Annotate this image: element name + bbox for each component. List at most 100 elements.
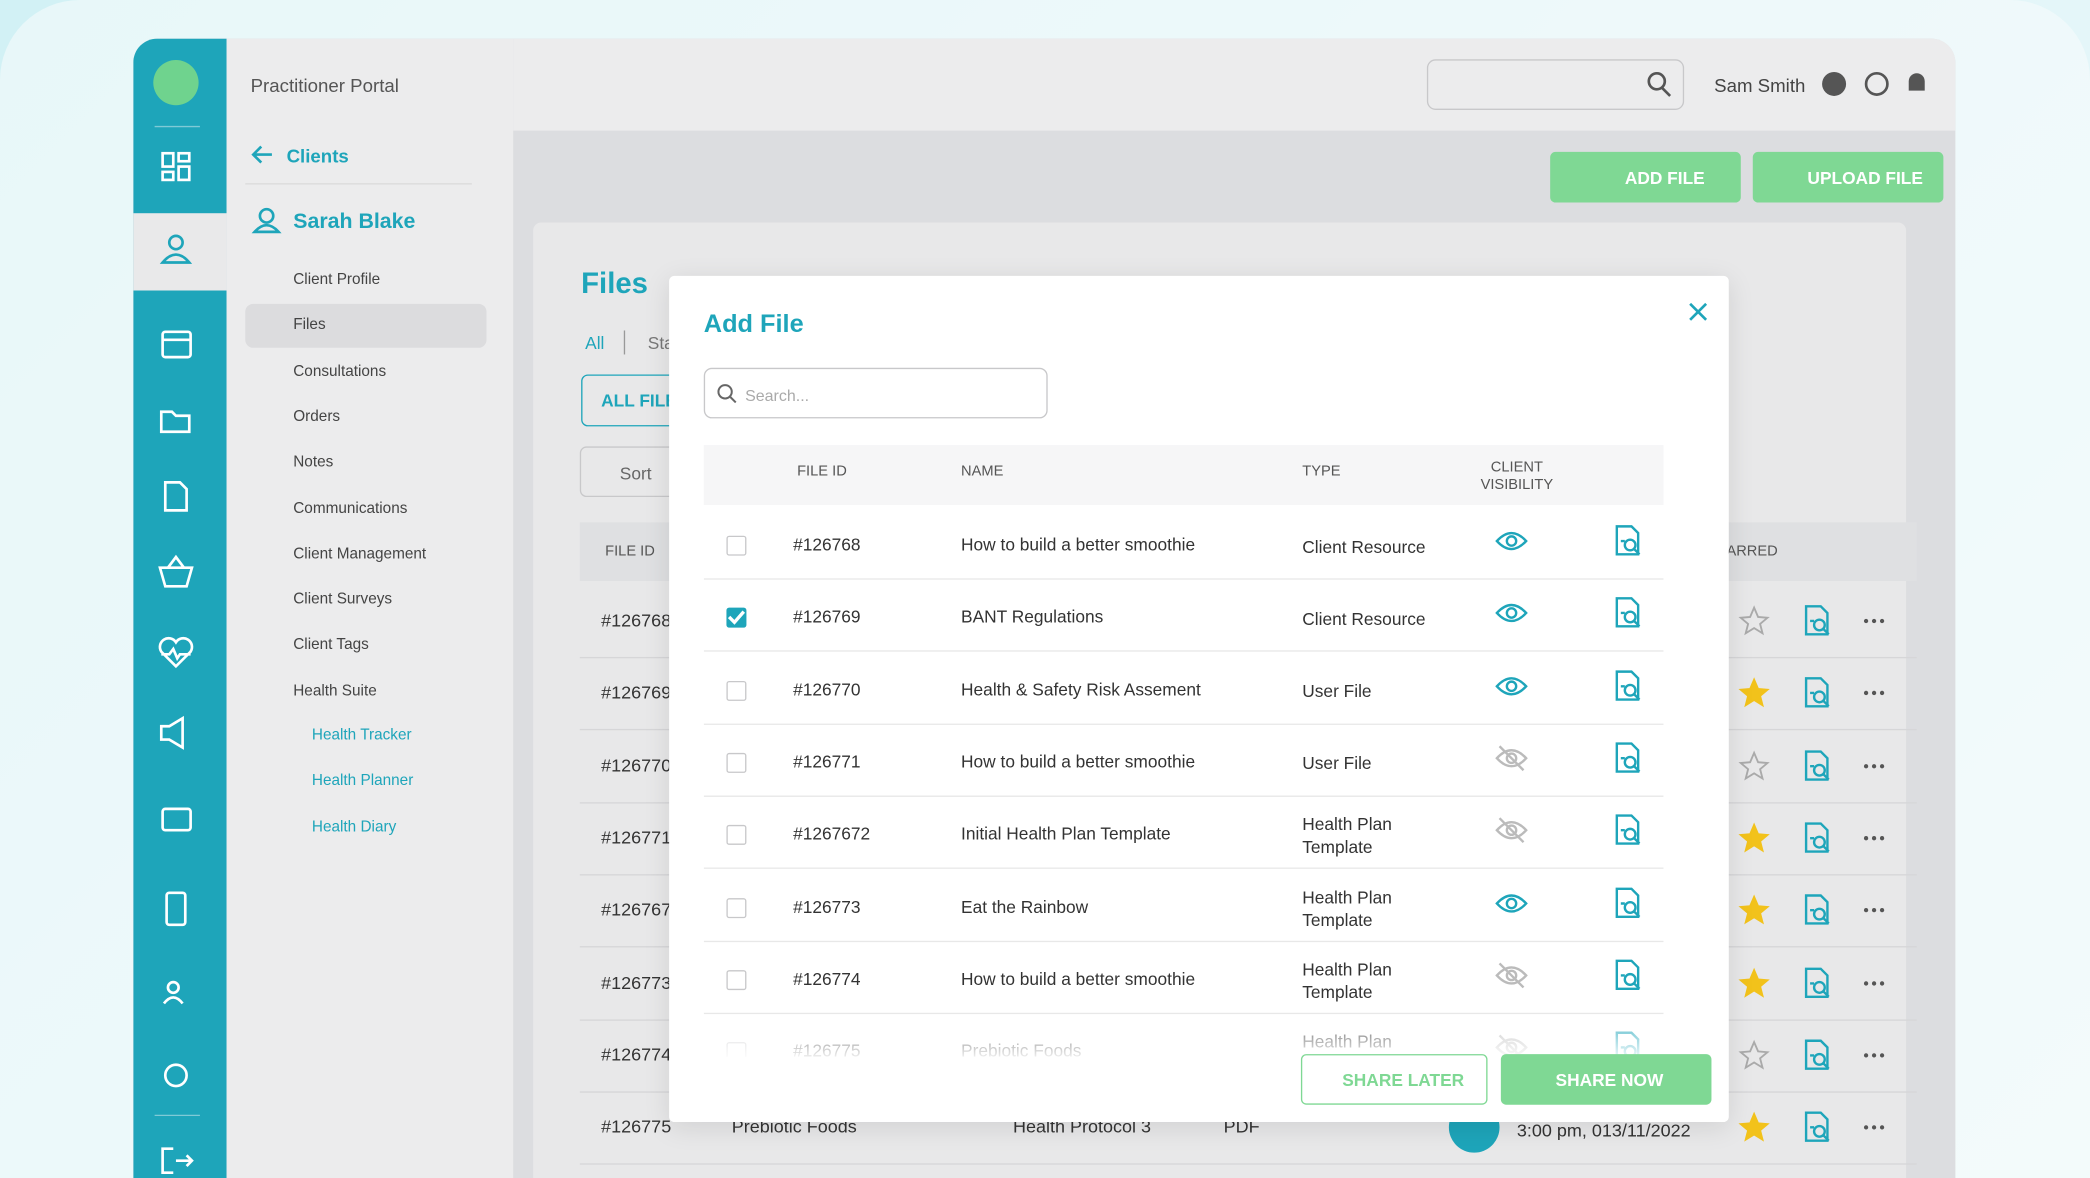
star-filled[interactable] — [1735, 1109, 1772, 1146]
hidden-icon[interactable] — [1493, 812, 1530, 849]
col-header: NAME — [961, 463, 1004, 480]
preview-icon[interactable] — [1799, 892, 1836, 929]
logo-circle — [153, 59, 199, 106]
star-filled[interactable] — [1735, 819, 1772, 856]
settings-icon — [163, 1063, 188, 1088]
more-dots[interactable] — [1855, 602, 1892, 639]
preview-icon[interactable] — [1799, 602, 1836, 639]
more-dots[interactable] — [1855, 1036, 1892, 1073]
search-input[interactable]: Search... — [703, 367, 1048, 419]
visible-icon[interactable] — [1493, 667, 1530, 704]
user-name: Sam Smith — [1714, 74, 1806, 96]
row-divider — [703, 795, 1664, 797]
checkbox[interactable] — [726, 969, 747, 990]
file-id: #126768 — [601, 610, 672, 631]
more-dots[interactable] — [1855, 819, 1892, 856]
preview-icon[interactable] — [1799, 1036, 1836, 1073]
file-type: Client Resource — [1302, 608, 1426, 629]
hidden-icon[interactable] — [1493, 739, 1530, 776]
add-file-button[interactable]: ADD FILE — [1550, 151, 1741, 203]
col-header: CLIENT VISIBILITY — [1480, 459, 1554, 494]
row-divider — [703, 867, 1664, 870]
header-search[interactable] — [1426, 59, 1685, 110]
star-filled[interactable] — [1735, 675, 1772, 712]
menu-item[interactable]: Client Surveys — [293, 591, 393, 608]
preview-icon[interactable] — [1799, 819, 1836, 856]
checkbox[interactable] — [726, 680, 747, 701]
star-empty[interactable] — [1735, 1036, 1772, 1073]
file-id: #126774 — [601, 1044, 672, 1065]
checkbox[interactable] — [726, 825, 747, 846]
menu-item[interactable]: Consultations — [293, 363, 387, 380]
menu-item[interactable]: Notes — [293, 454, 334, 471]
menu-item[interactable]: Client Profile — [293, 271, 381, 288]
preview-icon[interactable] — [1799, 1109, 1836, 1146]
share-later-button[interactable]: SHARE LATER — [1300, 1054, 1488, 1105]
file-type: User File — [1302, 681, 1372, 702]
submenu-item[interactable]: Health Tracker — [311, 727, 412, 744]
star-filled[interactable] — [1735, 892, 1772, 929]
checkbox[interactable] — [726, 897, 747, 918]
table-body: #126768 How to build a better smoothie Cli… — [703, 505, 1664, 1057]
more-dots[interactable] — [1855, 1109, 1892, 1146]
settings-icon[interactable] — [1864, 71, 1889, 96]
preview-icon[interactable] — [1799, 675, 1836, 712]
preview-icon[interactable] — [1610, 812, 1647, 849]
checkbox[interactable] — [726, 752, 747, 773]
more-dots[interactable] — [1855, 675, 1892, 712]
col-header: FILE ID — [605, 543, 655, 560]
tab[interactable]: All — [585, 333, 605, 354]
file-id: #126770 — [601, 755, 672, 776]
row-divider — [703, 1012, 1664, 1014]
profile-icon[interactable] — [1822, 71, 1847, 96]
file-name: How to build a better smoothie — [961, 534, 1196, 555]
visible-icon[interactable] — [1493, 595, 1530, 632]
file-name: BANT Regulations — [961, 606, 1104, 627]
sort-label: Sort — [619, 463, 652, 484]
menu-item[interactable]: Client Tags — [293, 637, 369, 654]
preview-icon[interactable] — [1610, 957, 1647, 994]
search-icon — [717, 384, 737, 404]
hidden-icon[interactable] — [1493, 957, 1530, 994]
star-empty[interactable] — [1735, 602, 1772, 639]
file-id: #126768 — [793, 534, 861, 555]
preview-icon[interactable] — [1799, 747, 1836, 784]
star-empty[interactable] — [1735, 747, 1772, 784]
bell-icon[interactable] — [1908, 73, 1925, 91]
file-id: #126773 — [793, 896, 861, 917]
client-icon — [159, 234, 193, 264]
menu-item[interactable]: Files — [293, 317, 326, 334]
preview-icon[interactable] — [1610, 739, 1647, 776]
close-icon[interactable] — [1679, 293, 1716, 330]
star-filled[interactable] — [1735, 964, 1772, 1001]
back-link[interactable]: Clients — [286, 145, 349, 167]
visible-icon[interactable] — [1493, 522, 1530, 559]
menu-item[interactable]: Client Management — [293, 546, 427, 563]
file-name: Initial Health Plan Template — [961, 823, 1171, 844]
preview-icon[interactable] — [1610, 522, 1647, 559]
more-dots[interactable] — [1855, 892, 1892, 929]
more-dots[interactable] — [1855, 747, 1892, 784]
menu-item[interactable]: Communications — [293, 500, 408, 517]
visible-icon[interactable] — [1493, 884, 1530, 921]
menu-item[interactable]: Orders — [293, 408, 341, 425]
preview-icon[interactable] — [1610, 595, 1647, 632]
checkbox[interactable] — [726, 608, 747, 629]
preview-icon[interactable] — [1610, 884, 1647, 921]
submenu-item[interactable]: Health Planner — [311, 773, 414, 790]
row-divider — [703, 723, 1664, 725]
file-date: 3:00 pm, 013/11/2022 — [1516, 1120, 1691, 1141]
share-now-button[interactable]: SHARE NOW — [1500, 1054, 1712, 1105]
search-icon — [1647, 71, 1672, 97]
menu-item[interactable]: Health Suite — [293, 683, 377, 700]
preview-icon[interactable] — [1610, 667, 1647, 704]
upload-file-button[interactable]: UPLOAD FILE — [1752, 151, 1944, 203]
active-icon-bg — [133, 213, 227, 291]
basket-icon — [158, 554, 194, 588]
submenu-item[interactable]: Health Diary — [311, 818, 397, 835]
more-dots[interactable] — [1855, 964, 1892, 1001]
back-icon — [251, 145, 272, 164]
checkbox[interactable] — [726, 535, 747, 556]
preview-icon[interactable] — [1799, 964, 1836, 1001]
